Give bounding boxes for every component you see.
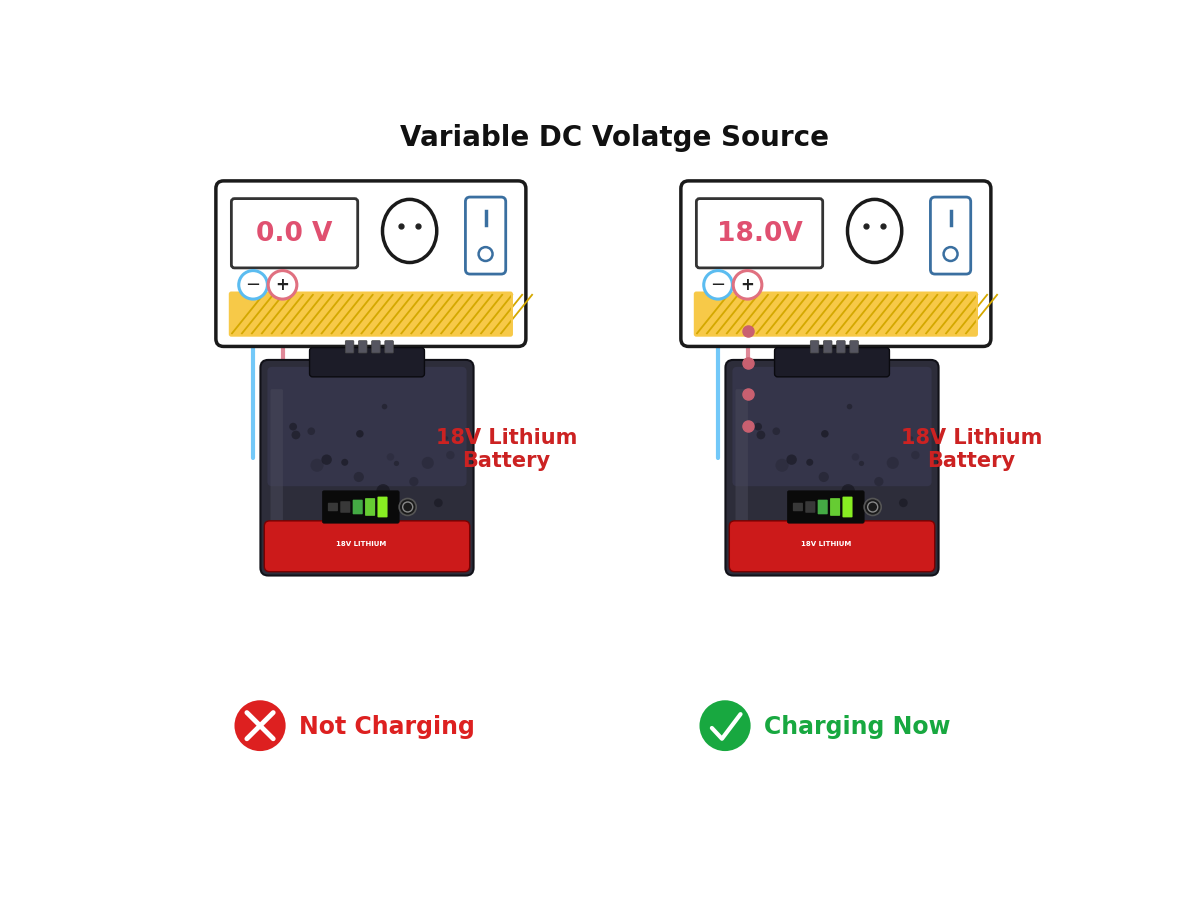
Circle shape bbox=[434, 499, 443, 508]
Circle shape bbox=[394, 461, 400, 466]
FancyBboxPatch shape bbox=[930, 198, 971, 275]
Text: Charging Now: Charging Now bbox=[763, 713, 950, 738]
Circle shape bbox=[400, 499, 416, 516]
FancyBboxPatch shape bbox=[730, 521, 935, 572]
FancyBboxPatch shape bbox=[232, 199, 358, 269]
Circle shape bbox=[754, 423, 762, 431]
Circle shape bbox=[382, 404, 388, 410]
FancyBboxPatch shape bbox=[805, 502, 815, 513]
Circle shape bbox=[307, 428, 316, 436]
FancyBboxPatch shape bbox=[310, 348, 425, 377]
Text: 18.0V: 18.0V bbox=[716, 221, 803, 247]
FancyBboxPatch shape bbox=[260, 361, 474, 575]
FancyBboxPatch shape bbox=[230, 293, 512, 336]
FancyBboxPatch shape bbox=[695, 293, 977, 336]
Circle shape bbox=[479, 248, 492, 262]
FancyBboxPatch shape bbox=[842, 497, 852, 518]
FancyBboxPatch shape bbox=[817, 500, 828, 515]
FancyBboxPatch shape bbox=[328, 503, 338, 511]
FancyBboxPatch shape bbox=[264, 521, 469, 572]
Ellipse shape bbox=[383, 200, 437, 263]
Circle shape bbox=[841, 484, 854, 498]
Circle shape bbox=[806, 459, 814, 466]
Circle shape bbox=[773, 428, 780, 436]
FancyBboxPatch shape bbox=[216, 181, 526, 347]
FancyBboxPatch shape bbox=[736, 390, 748, 526]
Circle shape bbox=[289, 423, 298, 431]
Text: 18V Lithium
Battery: 18V Lithium Battery bbox=[436, 428, 577, 471]
Circle shape bbox=[852, 454, 859, 461]
FancyBboxPatch shape bbox=[359, 341, 367, 354]
Circle shape bbox=[899, 499, 907, 508]
FancyBboxPatch shape bbox=[270, 390, 283, 526]
Circle shape bbox=[446, 451, 455, 460]
Circle shape bbox=[700, 701, 751, 751]
FancyBboxPatch shape bbox=[353, 500, 362, 515]
Text: 0.0 V: 0.0 V bbox=[257, 221, 332, 247]
Circle shape bbox=[733, 272, 762, 299]
FancyBboxPatch shape bbox=[836, 341, 845, 354]
Circle shape bbox=[234, 701, 286, 751]
Circle shape bbox=[887, 457, 899, 469]
FancyBboxPatch shape bbox=[732, 367, 931, 487]
FancyBboxPatch shape bbox=[823, 341, 832, 354]
FancyBboxPatch shape bbox=[268, 367, 467, 487]
Circle shape bbox=[703, 272, 732, 299]
FancyBboxPatch shape bbox=[346, 341, 354, 354]
FancyBboxPatch shape bbox=[341, 502, 350, 513]
FancyBboxPatch shape bbox=[385, 341, 394, 354]
Circle shape bbox=[268, 272, 296, 299]
Circle shape bbox=[322, 455, 332, 465]
Circle shape bbox=[421, 457, 434, 469]
Circle shape bbox=[311, 459, 324, 473]
Text: +: + bbox=[740, 276, 755, 294]
FancyBboxPatch shape bbox=[810, 341, 818, 354]
Circle shape bbox=[386, 454, 395, 461]
Circle shape bbox=[847, 404, 852, 410]
Circle shape bbox=[343, 508, 349, 514]
FancyBboxPatch shape bbox=[680, 181, 991, 347]
FancyBboxPatch shape bbox=[774, 348, 889, 377]
FancyBboxPatch shape bbox=[850, 341, 858, 354]
Text: 18V LITHIUM: 18V LITHIUM bbox=[800, 540, 851, 547]
FancyBboxPatch shape bbox=[466, 198, 505, 275]
Text: Variable DC Volatge Source: Variable DC Volatge Source bbox=[401, 124, 829, 152]
FancyBboxPatch shape bbox=[365, 499, 376, 516]
Circle shape bbox=[239, 272, 268, 299]
FancyBboxPatch shape bbox=[378, 497, 388, 518]
Circle shape bbox=[292, 431, 300, 440]
FancyBboxPatch shape bbox=[787, 492, 864, 523]
FancyBboxPatch shape bbox=[793, 503, 803, 511]
Text: −: − bbox=[710, 276, 726, 294]
Circle shape bbox=[910, 437, 913, 440]
Text: Not Charging: Not Charging bbox=[299, 713, 475, 738]
FancyBboxPatch shape bbox=[726, 361, 938, 575]
Text: +: + bbox=[276, 276, 289, 294]
Circle shape bbox=[756, 431, 766, 440]
Text: 18V LITHIUM: 18V LITHIUM bbox=[336, 540, 386, 547]
Circle shape bbox=[377, 484, 390, 498]
Circle shape bbox=[874, 477, 883, 487]
Text: −: − bbox=[246, 276, 260, 294]
Circle shape bbox=[341, 459, 348, 466]
Circle shape bbox=[911, 451, 919, 460]
Circle shape bbox=[864, 499, 881, 516]
Circle shape bbox=[786, 455, 797, 465]
Circle shape bbox=[808, 508, 815, 514]
Circle shape bbox=[444, 437, 449, 440]
Circle shape bbox=[859, 461, 864, 466]
Circle shape bbox=[356, 430, 364, 438]
Circle shape bbox=[943, 248, 958, 262]
Ellipse shape bbox=[847, 200, 901, 263]
Text: 18V Lithium
Battery: 18V Lithium Battery bbox=[901, 428, 1042, 471]
FancyBboxPatch shape bbox=[323, 492, 400, 523]
Circle shape bbox=[775, 459, 788, 473]
Circle shape bbox=[354, 473, 364, 483]
Circle shape bbox=[409, 477, 419, 487]
FancyBboxPatch shape bbox=[696, 199, 823, 269]
FancyBboxPatch shape bbox=[830, 499, 840, 516]
FancyBboxPatch shape bbox=[372, 341, 380, 354]
Circle shape bbox=[818, 473, 829, 483]
Circle shape bbox=[821, 430, 829, 438]
